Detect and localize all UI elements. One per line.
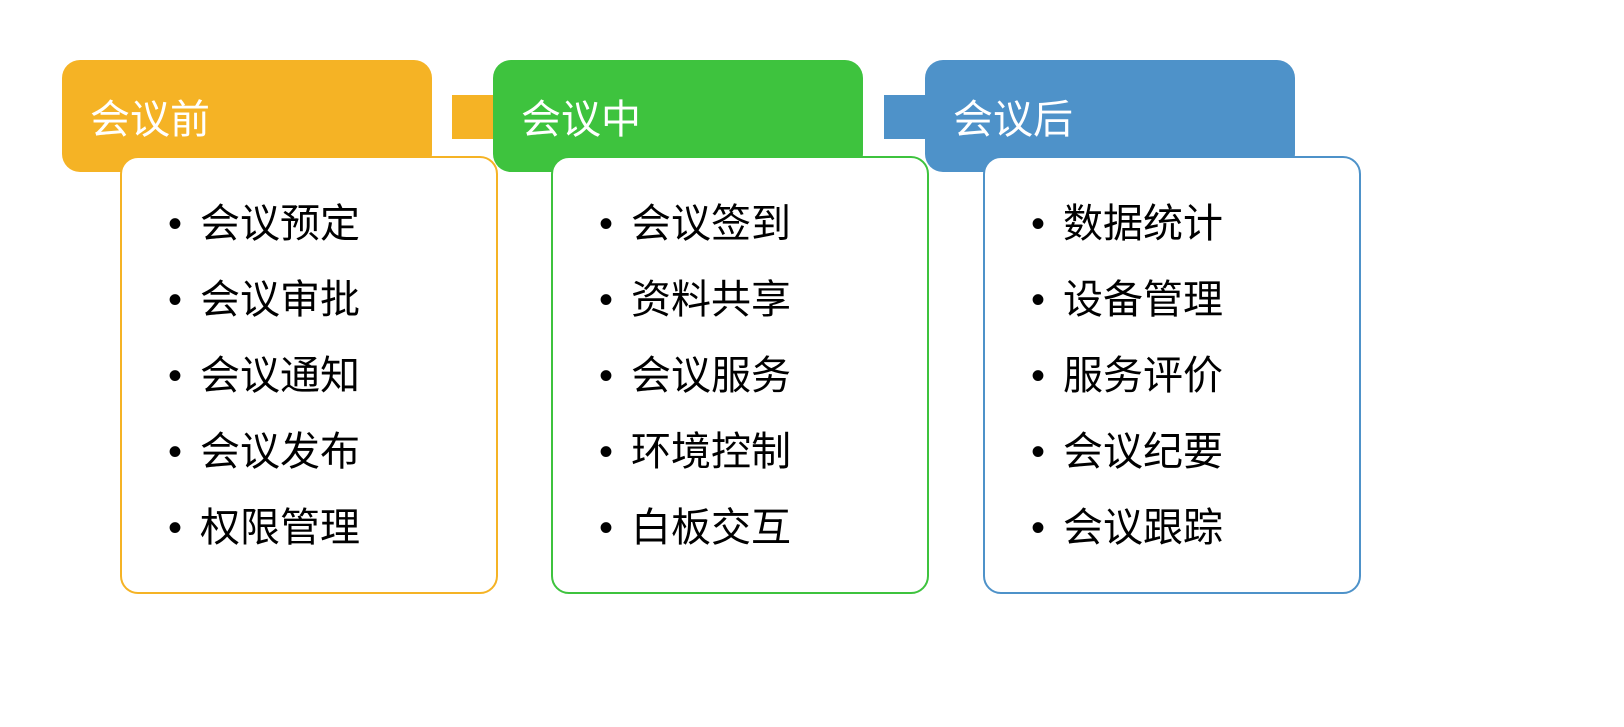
stage-title: 会议前: [90, 87, 210, 145]
list-item: 会议审批: [162, 262, 496, 338]
item-text: 服务评价: [1063, 354, 1223, 398]
list-item: 会议通知: [162, 338, 496, 414]
item-text: 会议审批: [200, 278, 360, 322]
list-item: 服务评价: [1025, 338, 1359, 414]
list-item: 设备管理: [1025, 262, 1359, 338]
list-item: 资料共享: [593, 262, 927, 338]
stage-list: 会议签到 资料共享 会议服务 环境控制 白板交互: [593, 186, 927, 566]
list-item: 会议签到: [593, 186, 927, 262]
list-item: 会议纪要: [1025, 414, 1359, 490]
item-text: 环境控制: [631, 430, 791, 474]
item-text: 权限管理: [200, 506, 360, 550]
stage-title: 会议中: [521, 87, 641, 145]
list-item: 会议发布: [162, 414, 496, 490]
item-text: 数据统计: [1063, 202, 1223, 246]
item-text: 会议发布: [200, 430, 360, 474]
item-text: 会议通知: [200, 354, 360, 398]
flowchart-container: 会议前 会议预定 会议审批 会议通知 会议发布 权限管理 会议中 会议签到 资料…: [0, 0, 1624, 727]
stage-title: 会议后: [953, 87, 1073, 145]
item-text: 白板交互: [631, 506, 791, 550]
stage-body-after: 数据统计 设备管理 服务评价 会议纪要 会议跟踪: [983, 156, 1361, 594]
stage-body-during: 会议签到 资料共享 会议服务 环境控制 白板交互: [551, 156, 929, 594]
list-item: 会议跟踪: [1025, 490, 1359, 566]
item-text: 会议预定: [200, 202, 360, 246]
item-text: 会议纪要: [1063, 430, 1223, 474]
list-item: 会议服务: [593, 338, 927, 414]
item-text: 会议签到: [631, 202, 791, 246]
stage-list: 数据统计 设备管理 服务评价 会议纪要 会议跟踪: [1025, 186, 1359, 566]
list-item: 白板交互: [593, 490, 927, 566]
item-text: 会议服务: [631, 354, 791, 398]
item-text: 设备管理: [1063, 278, 1223, 322]
item-text: 会议跟踪: [1063, 506, 1223, 550]
item-text: 资料共享: [631, 278, 791, 322]
list-item: 权限管理: [162, 490, 496, 566]
list-item: 数据统计: [1025, 186, 1359, 262]
stage-body-before: 会议预定 会议审批 会议通知 会议发布 权限管理: [120, 156, 498, 594]
list-item: 环境控制: [593, 414, 927, 490]
list-item: 会议预定: [162, 186, 496, 262]
stage-list: 会议预定 会议审批 会议通知 会议发布 权限管理: [162, 186, 496, 566]
